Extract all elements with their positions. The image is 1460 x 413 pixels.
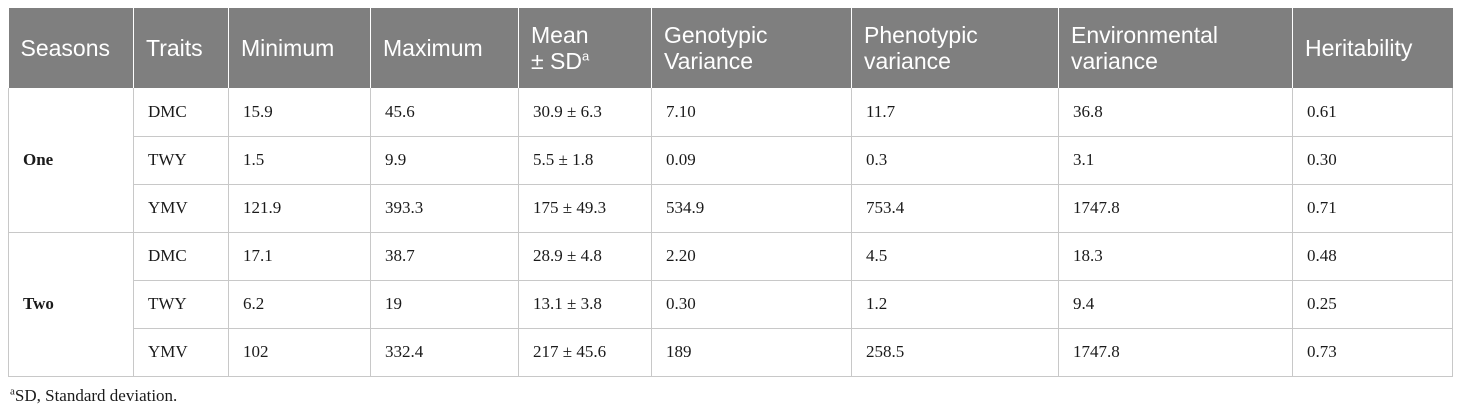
maximum-cell: 45.6	[370, 88, 519, 137]
trait-cell: TWY	[133, 280, 229, 329]
header-row: Seasons Traits Minimum Maximum Mean ± SD…	[8, 8, 1453, 88]
header-phenotypic-line1: Phenotypic	[864, 22, 978, 48]
table-row: YMV 102 332.4 217 ± 45.6 189 258.5 1747.…	[9, 328, 1453, 377]
header-mean-sd: Mean ± SDa	[518, 8, 652, 88]
mean-sd-cell: 5.5 ± 1.8	[518, 136, 652, 185]
table-footnote: aSD, Standard deviation.	[10, 386, 177, 406]
minimum-cell: 121.9	[228, 184, 371, 233]
maximum-cell: 9.9	[370, 136, 519, 185]
header-environmental-line2: variance	[1071, 48, 1158, 74]
trait-cell: DMC	[133, 232, 229, 281]
environmental-cell: 1747.8	[1058, 184, 1293, 233]
minimum-cell: 6.2	[228, 280, 371, 329]
season-cell: Two	[8, 232, 134, 377]
header-genotypic-line2: Variance	[664, 48, 754, 74]
minimum-cell: 102	[228, 328, 371, 377]
header-environmental-variance: Environmental variance	[1058, 8, 1293, 88]
heritability-cell: 0.30	[1292, 136, 1453, 185]
header-minimum: Minimum	[228, 8, 371, 88]
heritability-cell: 0.25	[1292, 280, 1453, 329]
environmental-cell: 9.4	[1058, 280, 1293, 329]
maximum-cell: 332.4	[370, 328, 519, 377]
mean-sd-cell: 13.1 ± 3.8	[518, 280, 652, 329]
phenotypic-cell: 258.5	[851, 328, 1059, 377]
trait-cell: YMV	[133, 184, 229, 233]
trait-cell: DMC	[133, 88, 229, 137]
mean-sd-cell: 30.9 ± 6.3	[518, 88, 652, 137]
heritability-cell: 0.48	[1292, 232, 1453, 281]
header-seasons: Seasons	[8, 8, 134, 88]
data-table-container: Seasons Traits Minimum Maximum Mean ± SD…	[8, 8, 1453, 377]
environmental-cell: 18.3	[1058, 232, 1293, 281]
header-phenotypic-line2: variance	[864, 48, 951, 74]
table-row: One DMC 15.9 45.6 30.9 ± 6.3 7.10 11.7 3…	[8, 88, 1453, 233]
header-environmental-line1: Environmental	[1071, 22, 1219, 48]
minimum-cell: 15.9	[228, 88, 371, 137]
table-row: Two DMC 17.1 38.7 28.9 ± 4.8 2.20 4.5 18…	[8, 232, 1453, 377]
table-row: TWY 6.2 19 13.1 ± 3.8 0.30 1.2 9.4 0.25	[9, 280, 1453, 329]
genotypic-cell: 7.10	[651, 88, 852, 137]
environmental-cell: 1747.8	[1058, 328, 1293, 377]
header-maximum: Maximum	[370, 8, 519, 88]
phenotypic-cell: 1.2	[851, 280, 1059, 329]
heritability-cell: 0.71	[1292, 184, 1453, 233]
trait-cell: YMV	[133, 328, 229, 377]
table-row: TWY 1.5 9.9 5.5 ± 1.8 0.09 0.3 3.1 0.30	[9, 136, 1453, 185]
header-genotypic-line1: Genotypic	[664, 22, 768, 48]
mean-sd-cell: 175 ± 49.3	[518, 184, 652, 233]
header-genotypic-variance: Genotypic Variance	[651, 8, 852, 88]
maximum-cell: 393.3	[370, 184, 519, 233]
genotypic-cell: 189	[651, 328, 852, 377]
season-cell: One	[8, 88, 134, 233]
table-row: YMV 121.9 393.3 175 ± 49.3 534.9 753.4 1…	[9, 184, 1453, 233]
variance-table: Seasons Traits Minimum Maximum Mean ± SD…	[8, 8, 1453, 377]
phenotypic-cell: 0.3	[851, 136, 1059, 185]
header-heritability: Heritability	[1292, 8, 1453, 88]
header-mean-line1: Mean	[531, 22, 589, 48]
environmental-cell: 3.1	[1058, 136, 1293, 185]
mean-sd-cell: 28.9 ± 4.8	[518, 232, 652, 281]
header-mean-line2: ± SD	[531, 48, 582, 74]
genotypic-cell: 0.30	[651, 280, 852, 329]
environmental-cell: 36.8	[1058, 88, 1293, 137]
genotypic-cell: 2.20	[651, 232, 852, 281]
header-mean-footnote-marker: a	[581, 48, 590, 64]
heritability-cell: 0.73	[1292, 328, 1453, 377]
minimum-cell: 17.1	[228, 232, 371, 281]
phenotypic-cell: 753.4	[851, 184, 1059, 233]
header-phenotypic-variance: Phenotypic variance	[851, 8, 1059, 88]
mean-sd-cell: 217 ± 45.6	[518, 328, 652, 377]
maximum-cell: 19	[370, 280, 519, 329]
footnote-text: SD, Standard deviation.	[14, 386, 178, 405]
header-traits: Traits	[133, 8, 229, 88]
heritability-cell: 0.61	[1292, 88, 1453, 137]
phenotypic-cell: 11.7	[851, 88, 1059, 137]
footnote-marker: a	[10, 385, 15, 398]
genotypic-cell: 0.09	[651, 136, 852, 185]
maximum-cell: 38.7	[370, 232, 519, 281]
genotypic-cell: 534.9	[651, 184, 852, 233]
minimum-cell: 1.5	[228, 136, 371, 185]
phenotypic-cell: 4.5	[851, 232, 1059, 281]
trait-cell: TWY	[133, 136, 229, 185]
